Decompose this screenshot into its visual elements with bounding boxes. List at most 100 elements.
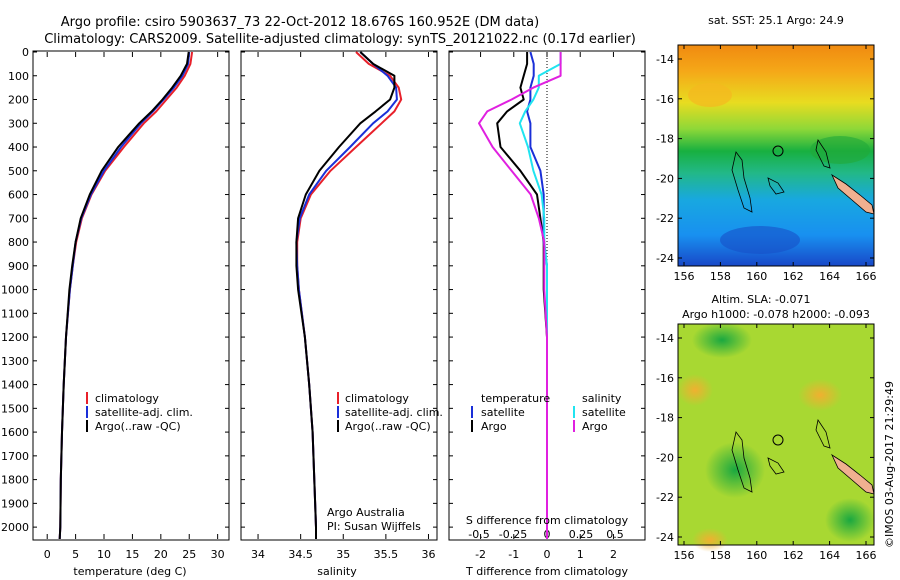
depth-tick-label: 1800 (1, 474, 29, 487)
sla-map-title-line1: Altim. SLA: -0.071 (711, 293, 810, 306)
temperature-x-label: temperature (deg C) (73, 565, 186, 578)
depth-tick-label: 1300 (1, 355, 29, 368)
t-difference-x-tick-label: -1 (508, 548, 519, 561)
temperature-x-axis: 0 5 10 15 20 25 30 (44, 52, 225, 561)
map-y-tick-label: -22 (656, 212, 674, 225)
legend-salinity-heading: salinity (582, 392, 622, 405)
depth-tick-label: 1600 (1, 426, 29, 439)
legend-s-satellite: satellite (582, 406, 626, 419)
series-group (58, 51, 562, 540)
sla-map-title-line2: Argo h1000: -0.078 h2000: -0.093 (682, 308, 870, 321)
coastline-islands (731, 151, 753, 213)
sla-orange-patch (677, 374, 713, 406)
coastline-reef (815, 418, 831, 449)
legend-satellite: satellite-adj. clim. (345, 406, 443, 419)
depth-tick-label: 800 (8, 236, 29, 249)
coastline-islands-2 (767, 457, 785, 475)
s-difference-tick-label: 0.25 (569, 528, 594, 541)
s-difference-tick-label: -0.25 (499, 528, 527, 541)
salinity-x-tick-label: 36 (421, 548, 435, 561)
argo-location-marker (772, 145, 784, 157)
map-x-tick-label: 158 (710, 270, 731, 283)
imos-credit: ©IMOS 03-Aug-2017 21:29:49 (883, 381, 896, 548)
sst-map-title: sat. SST: 25.1 Argo: 24.9 (708, 14, 844, 27)
map-x-tick-label: 162 (783, 549, 804, 562)
coastline-islands-2 (767, 177, 785, 195)
legend-climatology: climatology (345, 392, 409, 405)
map-y-tick-label: -20 (656, 172, 674, 185)
map-y-tick-label: -16 (656, 372, 674, 385)
salinity-x-tick-label: 35.5 (374, 548, 399, 561)
s-difference-tick-label: 0.5 (606, 528, 624, 541)
temperature-x-tick-label: 10 (97, 548, 111, 561)
map-x-tick-label: 160 (746, 549, 767, 562)
figure-title-line1: Argo profile: csiro 5903637_73 22-Oct-20… (61, 15, 539, 30)
depth-tick-label: 1500 (1, 402, 29, 415)
temperature-x-tick-label: 15 (125, 548, 139, 561)
temperature-x-tick-label: 0 (44, 548, 51, 561)
depth-tick-label: 200 (8, 94, 29, 107)
sst-green-patch (810, 136, 870, 164)
map-y-tick-label: -24 (656, 252, 674, 265)
t-difference-x-tick-label: 0 (544, 548, 551, 561)
figure-title-line2: Climatology: CARS2009. Satellite-adjuste… (44, 32, 636, 47)
depth-tick-label: 400 (8, 141, 29, 154)
map-x-tick-label: 164 (819, 549, 840, 562)
t-difference-x-tick-label: -2 (475, 548, 486, 561)
temperature-x-tick-label: 25 (182, 548, 196, 561)
legend-climatology: climatology (95, 392, 159, 405)
sst-map (677, 44, 875, 267)
sst-map-frame (677, 44, 875, 267)
sla-green-patch (705, 442, 765, 498)
salinity-x-tick-label: 34.5 (288, 548, 313, 561)
s-difference-argo-line (478, 52, 562, 539)
coastline-reef (815, 138, 831, 169)
depth-tick-label: 600 (8, 189, 29, 202)
temperature-x-tick-label: 5 (72, 548, 79, 561)
sla-green-patch (825, 498, 875, 542)
depth-tick-label: 1400 (1, 379, 29, 392)
map-y-tick-label: -14 (656, 53, 674, 66)
temperature-x-tick-label: 20 (154, 548, 168, 561)
salinity-x-label: salinity (317, 565, 357, 578)
map-y-tick-label: -18 (656, 133, 674, 146)
map-x-tick-label: 164 (819, 270, 840, 283)
map-x-tick-label: 166 (856, 270, 877, 283)
map-x-tick-label: 156 (674, 270, 695, 283)
map-y-tick-label: -20 (656, 451, 674, 464)
depth-tick-label: 500 (8, 165, 29, 178)
temperature-argo-line (58, 51, 190, 540)
s-difference-label: S difference from climatology (466, 514, 629, 527)
temperature-legend: climatology satellite-adj. clim. Argo(..… (86, 392, 193, 433)
argo-location-marker (772, 434, 784, 446)
coastline-islands (731, 431, 753, 493)
depth-tick-label: 1700 (1, 450, 29, 463)
legend-argo: Argo(..raw -QC) (345, 420, 431, 433)
map-y-tick-label: -16 (656, 93, 674, 106)
salinity-x-tick-label: 34 (251, 548, 265, 561)
s-difference-tick-label: -0.5 (468, 528, 489, 541)
sla-orange-patch (692, 528, 728, 552)
map-y-tick-label: -24 (656, 531, 674, 544)
depth-axis: 0 100 200 300 400 500 600 700 800 900 1000 1100 1200… (1, 46, 645, 534)
legend-satellite: satellite-adj. clim. (95, 406, 193, 419)
depth-tick-label: 0 (22, 46, 29, 59)
difference-legend: temperature salinity satellite Argo sate… (471, 392, 626, 433)
sla-orange-patch (798, 379, 842, 411)
sla-map-frame (677, 323, 875, 546)
legend-s-argo: Argo (582, 420, 608, 433)
sla-green-patch (692, 322, 752, 358)
map-y-tick-label: -14 (656, 332, 674, 345)
temperature-x-tick-label: 30 (211, 548, 225, 561)
depth-tick-label: 1100 (1, 307, 29, 320)
depth-tick-label: 300 (8, 117, 29, 130)
sst-warm-patch (688, 83, 732, 107)
argo-australia-note: Argo Australia (327, 506, 405, 519)
depth-tick-label: 2000 (1, 521, 29, 534)
depth-tick-label: 900 (8, 260, 29, 273)
sst-cool-patch (720, 226, 800, 254)
map-y-tick-label: -18 (656, 412, 674, 425)
map-x-tick-label: 156 (674, 549, 695, 562)
